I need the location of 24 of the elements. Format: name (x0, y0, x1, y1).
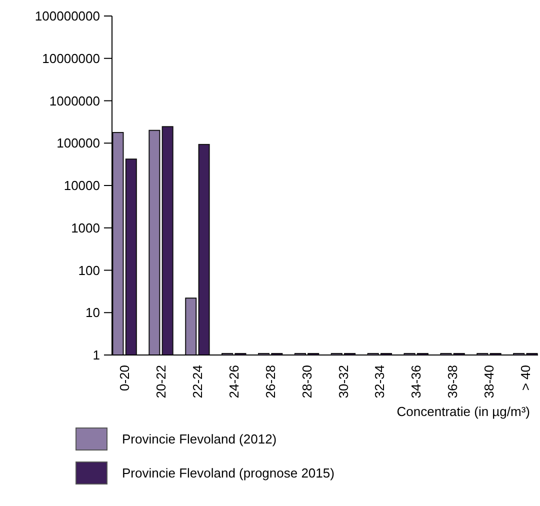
x-tick-label: 30-32 (336, 365, 351, 398)
x-tick-label: 38-40 (482, 365, 497, 398)
legend-label: Provincie Flevoland (prognose 2015) (122, 466, 334, 481)
y-tick-label: 10 (86, 305, 100, 320)
x-tick-label: 20-22 (154, 365, 169, 398)
x-tick-label: 28-30 (299, 365, 314, 398)
y-tick-label: 1 (92, 348, 100, 363)
x-tick-label: 0-20 (117, 365, 132, 392)
y-tick-label: 100000 (56, 136, 100, 151)
y-tick-label: 10000000 (42, 50, 100, 66)
y-tick-label: 1000 (71, 220, 100, 236)
y-tick-label: 100 (78, 262, 100, 278)
x-tick-label: 22-24 (190, 365, 206, 398)
legend-label: Provincie Flevoland (2012) (122, 432, 277, 447)
y-tick-label: 10000 (64, 178, 100, 194)
x-tick-label: 32-34 (372, 365, 388, 398)
x-tick-label: 34-36 (408, 365, 424, 398)
x-tick-label: 26-28 (262, 365, 278, 398)
y-tick-label: 1000000 (49, 93, 100, 108)
x-tick-label: > 40 (518, 365, 533, 391)
y-tick-label: 100000000 (34, 8, 100, 24)
x-axis-title: Concentratie (in µg/m³) (396, 404, 530, 419)
x-tick-label: 36-38 (445, 365, 460, 398)
x-tick-label: 24-26 (226, 365, 242, 398)
